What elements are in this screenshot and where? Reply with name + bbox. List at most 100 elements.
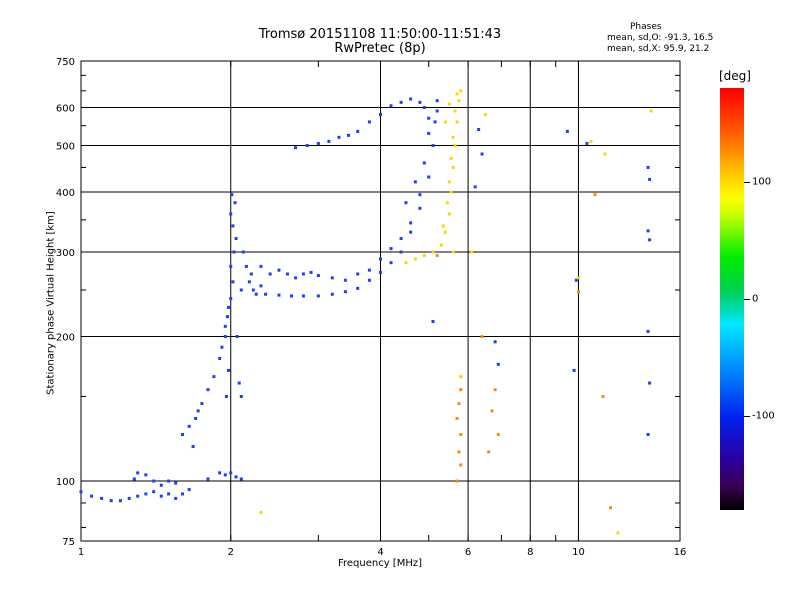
echo-point-o: [572, 368, 576, 372]
echo-point-o: [379, 270, 382, 274]
echo-point-o: [301, 272, 305, 276]
phases-x-stats: mean, sd,X: 95.9, 21.2: [607, 44, 710, 54]
echo-point-x: [453, 109, 457, 113]
echo-point-x: [457, 450, 461, 454]
echo-point-o: [431, 144, 435, 148]
echo-point-x: [490, 409, 494, 413]
echo-point-o: [218, 471, 222, 475]
echo-point-o: [367, 268, 371, 272]
echo-point-x: [449, 156, 453, 160]
echo-point-x: [259, 510, 263, 514]
echo-point-o: [194, 416, 198, 420]
colorbar-tick: [744, 416, 750, 418]
echo-point-x: [455, 416, 459, 420]
echo-point-o: [118, 499, 122, 503]
echo-point-x: [459, 89, 463, 93]
echo-point-x: [451, 165, 455, 169]
echo-point-o: [259, 264, 263, 268]
phase-colorbar: [720, 88, 744, 510]
echo-point-o: [241, 250, 245, 254]
y-tick-label: 100: [56, 477, 75, 488]
echo-point-o: [343, 290, 347, 294]
echo-point-o: [290, 294, 294, 298]
echo-point-x: [404, 261, 408, 265]
echo-point-o: [181, 433, 185, 437]
echo-point-o: [109, 499, 113, 503]
echo-point-o: [330, 276, 334, 280]
phases-heading: Phases: [630, 22, 662, 32]
echo-point-o: [337, 135, 341, 139]
echo-point-o: [244, 264, 248, 268]
echo-point-o: [356, 129, 360, 133]
echo-point-o: [309, 270, 313, 274]
echo-point-o: [433, 120, 437, 124]
echo-point-x: [447, 180, 451, 184]
echo-point-o: [235, 335, 239, 339]
echo-point-o: [223, 335, 227, 339]
echo-point-x: [470, 250, 474, 254]
echo-point-o: [473, 185, 477, 189]
echo-point-o: [648, 238, 652, 242]
echo-point-o: [224, 395, 228, 399]
echo-point-o: [159, 483, 163, 487]
echo-point-o: [399, 100, 403, 104]
echo-point-o: [379, 257, 382, 261]
echo-point-o: [223, 473, 227, 477]
echo-point-o: [229, 264, 233, 268]
echo-point-x: [459, 433, 463, 437]
echo-point-o: [409, 221, 413, 225]
echo-point-o: [191, 445, 195, 449]
echo-point-o: [389, 104, 393, 108]
echo-point-o: [127, 496, 131, 500]
echo-point-x: [455, 120, 459, 124]
echo-point-o: [648, 381, 652, 385]
echo-point-o: [435, 109, 439, 113]
echo-point-o: [239, 288, 243, 292]
echo-point-x: [601, 395, 605, 399]
echo-point-o: [565, 129, 569, 133]
echo-point-o: [648, 177, 652, 181]
echo-point-o: [100, 496, 104, 500]
echo-point-o: [379, 113, 382, 117]
echo-point-x: [447, 212, 451, 216]
echo-point-o: [206, 388, 210, 392]
echo-point-o: [493, 340, 497, 344]
echo-point-x: [451, 250, 455, 254]
echo-point-o: [144, 492, 148, 496]
echo-point-o: [152, 490, 156, 494]
echo-point-o: [234, 475, 238, 479]
echo-point-x: [576, 276, 580, 280]
echo-point-o: [174, 496, 178, 500]
chart-title: Tromsø 20151108 11:50:00-11:51:43: [258, 27, 502, 42]
echo-point-o: [585, 141, 589, 145]
echo-point-o: [418, 100, 422, 104]
echo-point-o: [229, 297, 233, 301]
echo-point-o: [496, 362, 500, 366]
echo-point-o: [285, 272, 289, 276]
echo-point-o: [347, 133, 351, 137]
colorbar-tick-label: -100: [752, 410, 775, 422]
colorbar-tick: [744, 299, 750, 300]
echo-point-o: [90, 494, 94, 498]
echo-point-o: [227, 368, 231, 372]
echo-point-o: [413, 180, 417, 184]
echo-point-o: [367, 278, 371, 282]
echo-point-o: [132, 477, 136, 481]
echo-point-o: [254, 292, 258, 296]
echo-point-x: [457, 99, 461, 103]
echo-point-o: [233, 201, 237, 205]
echo-point-o: [229, 471, 233, 475]
echo-point-x: [480, 335, 484, 339]
echo-point-o: [427, 131, 431, 135]
echo-point-x: [593, 193, 597, 197]
echo-point-o: [316, 141, 320, 145]
colorbar-tick: [744, 181, 750, 183]
echo-point-o: [187, 488, 191, 492]
echo-point-x: [441, 224, 445, 228]
echo-point-o: [427, 175, 431, 179]
echo-point-o: [200, 402, 204, 406]
x-tick-label: 1: [78, 547, 84, 558]
echo-point-x: [483, 113, 487, 117]
echo-point-o: [431, 319, 435, 323]
